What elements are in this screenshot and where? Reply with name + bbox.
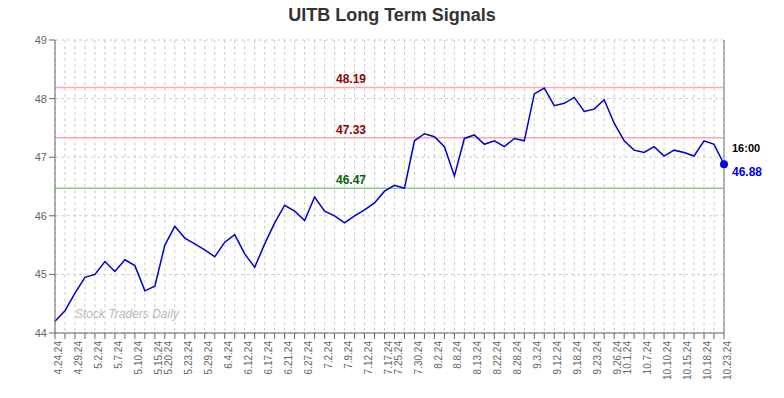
svg-text:8.2.24: 8.2.24 [433, 341, 444, 369]
svg-text:44: 44 [35, 327, 47, 339]
svg-text:7.17.24: 7.17.24 [382, 341, 394, 375]
svg-text:46.47: 46.47 [336, 173, 366, 187]
svg-text:8.8.24: 8.8.24 [453, 341, 464, 369]
svg-text:8.28.24: 8.28.24 [512, 341, 523, 375]
svg-text:9.23.24: 9.23.24 [592, 341, 603, 375]
svg-text:9.3.24: 9.3.24 [532, 341, 543, 369]
svg-text:9.12.24: 9.12.24 [552, 341, 563, 375]
svg-text:7.12.24: 7.12.24 [363, 341, 374, 375]
svg-text:5.15.24: 5.15.24 [153, 341, 164, 375]
svg-text:5.7.24: 5.7.24 [113, 341, 124, 369]
svg-text:46.88: 46.88 [732, 165, 762, 179]
svg-text:16:00: 16:00 [732, 142, 760, 154]
svg-text:48.19: 48.19 [336, 72, 366, 86]
svg-text:49: 49 [35, 34, 47, 46]
svg-text:47.33: 47.33 [336, 123, 366, 137]
svg-text:10.23.24: 10.23.24 [722, 341, 733, 380]
svg-text:48: 48 [35, 93, 47, 105]
svg-text:10.15.24: 10.15.24 [682, 341, 693, 380]
svg-text:8.22.24: 8.22.24 [492, 341, 503, 375]
svg-text:8.13.24: 8.13.24 [472, 341, 483, 375]
svg-text:5.2.24: 5.2.24 [93, 341, 104, 369]
svg-text:10.7.24: 10.7.24 [642, 341, 653, 375]
svg-text:46: 46 [35, 210, 47, 222]
svg-text:45: 45 [35, 268, 47, 280]
svg-text:10.18.24: 10.18.24 [702, 341, 713, 380]
svg-text:7.30.24: 7.30.24 [413, 341, 424, 375]
svg-text:10.10.24: 10.10.24 [662, 341, 673, 380]
svg-text:6.27.24: 6.27.24 [303, 341, 314, 375]
svg-text:7.2.24: 7.2.24 [323, 341, 334, 369]
svg-text:5.29.24: 5.29.24 [203, 341, 214, 375]
svg-text:6.21.24: 6.21.24 [283, 341, 294, 375]
svg-text:5.20.24: 5.20.24 [163, 341, 174, 375]
svg-text:7.9.24: 7.9.24 [343, 341, 354, 369]
svg-text:4.24.24: 4.24.24 [53, 341, 64, 375]
svg-text:5.23.24: 5.23.24 [183, 341, 194, 375]
svg-text:6.4.24: 6.4.24 [223, 341, 234, 369]
svg-text:9.26.24: 9.26.24 [612, 341, 624, 375]
html-text:UITB Long Term Signals: UITB Long Term Signals [288, 5, 496, 25]
svg-text:6.17.24: 6.17.24 [263, 341, 274, 375]
svg-text:5.10.24: 5.10.24 [133, 341, 144, 375]
svg-text:10.1.24: 10.1.24 [622, 341, 633, 375]
svg-text:6.12.24: 6.12.24 [243, 341, 254, 375]
svg-text:47: 47 [35, 151, 47, 163]
svg-text:7.25.24: 7.25.24 [393, 341, 404, 375]
svg-text:9.18.24: 9.18.24 [572, 341, 583, 375]
html-text:Stock Traders Daily: Stock Traders Daily [75, 307, 179, 321]
svg-text:4.29.24: 4.29.24 [73, 341, 84, 375]
